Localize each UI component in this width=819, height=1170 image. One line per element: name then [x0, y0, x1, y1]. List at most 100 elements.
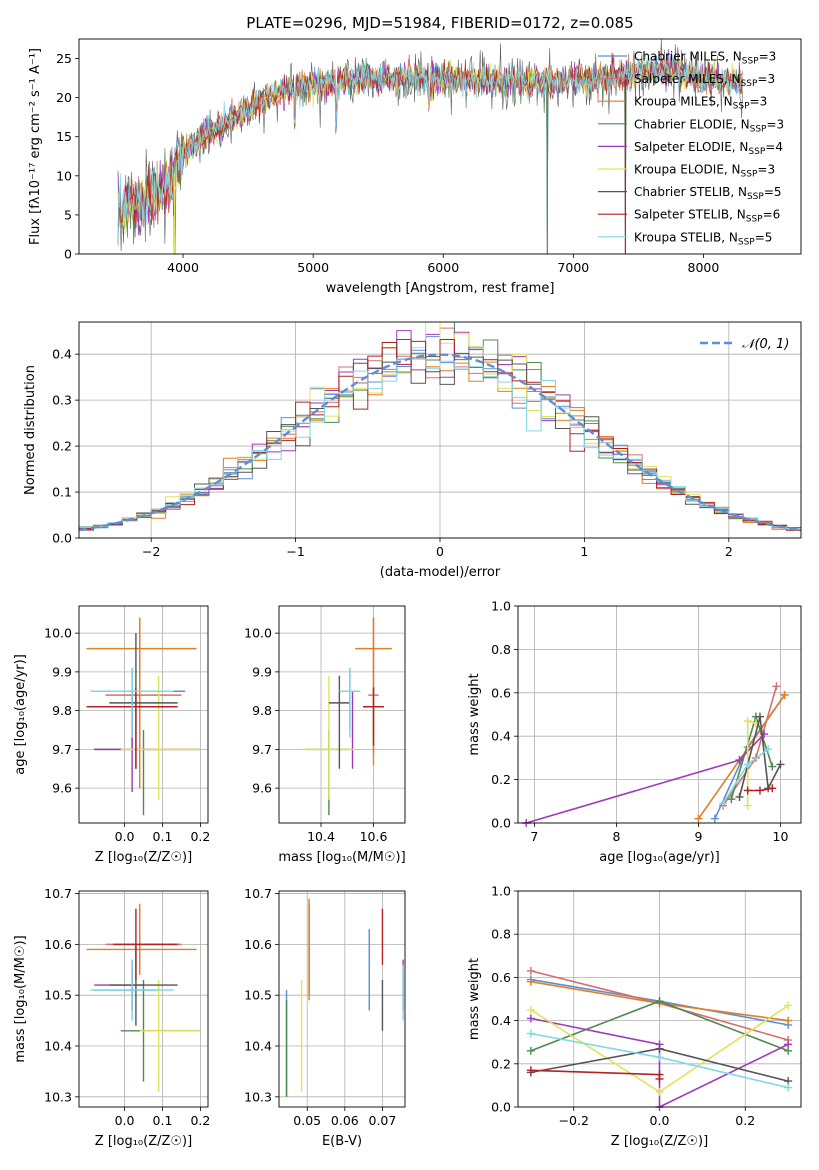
weight-marker — [655, 1087, 664, 1096]
y-tick-label: 0.2 — [491, 772, 511, 787]
legend-label: Chabrier STELIB, NSSP=5 — [634, 185, 782, 202]
weight-marker — [655, 1044, 664, 1053]
y-tick-label: 15 — [56, 129, 72, 144]
plot-frame — [78, 890, 209, 1108]
plot-frame — [278, 890, 406, 1108]
x-axis-label: Z [log₁₀(Z/Z☉)] — [95, 850, 192, 865]
mass-weight-vs-age-chart: 7 8 9 10 0.0 0.2 0.4 0.6 0.8 1.0 age [log₁₀(age/yr… — [467, 599, 802, 865]
x-axis-label: wavelength [Angstrom, rest frame] — [326, 281, 555, 296]
x-tick-label: 0.06 — [331, 1113, 359, 1128]
weight-series-4 — [525, 733, 765, 824]
weight-marker — [764, 745, 773, 754]
y-tick-label: 0.0 — [491, 1100, 511, 1115]
y-tick-label: 1.0 — [491, 884, 511, 899]
figure-title: PLATE=0296, MJD=51984, FIBERID=0172, z=0… — [246, 14, 633, 32]
weight-marker — [735, 792, 744, 801]
y-axis-label: age [log₁₀(age/yr)] — [13, 654, 28, 775]
plot-frame — [78, 321, 802, 539]
weight-marker — [743, 801, 752, 810]
x-tick-label: 6000 — [427, 260, 459, 275]
y-tick-label: 0.4 — [52, 347, 72, 362]
weight-marker — [727, 795, 736, 804]
weight-marker — [526, 1029, 535, 1038]
y-tick-label: 10.3 — [244, 1089, 272, 1104]
plot-frame — [78, 605, 209, 824]
legend-label: Salpeter MILES, NSSP=3 — [634, 72, 775, 89]
x-tick-label: 0 — [436, 544, 444, 559]
spectrum-legend: Chabrier MILES, NSSP=3 Salpeter MILES, NS… — [598, 50, 784, 247]
x-tick-label: 9 — [694, 829, 702, 844]
age-vs-metallicity-chart: 0.0 0.1 0.2 9.6 9.7 9.8 9.9 10.0 Z [log₁₀(Z/Z☉)]… — [13, 605, 210, 865]
mass-vs-extinction-chart: 0.05 0.06 0.07 10.3 10.4 10.5 10.6 10.7 E(B-V) — [244, 886, 406, 1149]
spectrum-lines — [117, 39, 743, 254]
plot-frame — [517, 605, 802, 824]
x-tick-label: 0.07 — [369, 1113, 397, 1128]
y-tick-label: 1.0 — [491, 599, 511, 614]
y-tick-label: 10.6 — [44, 937, 72, 952]
y-tick-label: 9.8 — [252, 703, 272, 718]
weight-marker — [776, 760, 785, 769]
plot-frame — [78, 38, 802, 255]
weight-marker — [655, 997, 664, 1006]
x-axis-label: age [log₁₀(age/yr)] — [599, 850, 720, 865]
y-tick-label: 0.8 — [491, 642, 511, 657]
legend-label: 𝒩(0, 1) — [742, 337, 789, 352]
weight-series-3 — [730, 714, 774, 800]
x-tick-label: −1 — [286, 544, 304, 559]
y-tick-label: 9.7 — [52, 742, 72, 757]
y-tick-label: 0.0 — [52, 531, 72, 546]
y-tick-label: 9.6 — [252, 781, 272, 796]
y-tick-label: 0.0 — [491, 816, 511, 831]
y-tick-label: 5 — [64, 207, 72, 222]
weight-marker — [710, 814, 719, 823]
weight-series-7 — [530, 1069, 661, 1079]
histogram-steps — [79, 322, 801, 533]
legend-label: Chabrier ELODIE, NSSP=3 — [634, 117, 784, 134]
y-tick-label: 10.0 — [244, 626, 272, 641]
y-tick-label: 0.8 — [491, 927, 511, 942]
x-tick-label: 10.6 — [360, 829, 388, 844]
y-axis-label: mass [log₁₀(M/M☉)] — [13, 935, 28, 1062]
x-axis-label: (data-model)/error — [380, 565, 501, 580]
weight-lines — [526, 966, 793, 1111]
x-tick-label: 1 — [580, 544, 588, 559]
y-axis-label: Flux [fλ10⁻¹⁷ erg cm⁻² s⁻¹ A⁻¹] — [28, 48, 43, 245]
y-tick-label: 10.7 — [44, 886, 72, 901]
x-tick-label: 7000 — [557, 260, 589, 275]
x-tick-label: 0.2 — [190, 829, 210, 844]
y-tick-label: 10.7 — [244, 886, 272, 901]
y-tick-label: 10.5 — [244, 988, 272, 1003]
x-tick-label: 2 — [725, 544, 733, 559]
weight-marker — [768, 784, 777, 793]
x-tick-label: 7 — [530, 829, 538, 844]
legend-label: Kroupa ELODIE, NSSP=3 — [634, 163, 775, 180]
weight-marker — [526, 977, 535, 986]
y-tick-label: 0.6 — [491, 970, 511, 985]
y-tick-label: 10 — [56, 168, 72, 183]
weight-marker — [526, 1066, 535, 1075]
y-tick-label: 10.0 — [44, 626, 72, 641]
x-tick-label: 4000 — [167, 260, 199, 275]
y-tick-label: 20 — [56, 90, 72, 105]
y-tick-label: 9.9 — [52, 664, 72, 679]
x-axis-label: Z [log₁₀(Z/Z☉)] — [611, 1134, 708, 1149]
y-tick-label: 0.2 — [52, 439, 72, 454]
weight-marker — [526, 1005, 535, 1014]
y-axis-label: Normed distribution — [23, 365, 38, 495]
y-axis-label: mass weight — [467, 673, 482, 755]
spectrum-chart: 4000 5000 6000 7000 8000 0 5 10 15 20 25 wavelength… — [28, 38, 802, 296]
x-tick-label: 0.2 — [190, 1113, 210, 1128]
legend-label: Chabrier MILES, NSSP=3 — [634, 50, 776, 67]
y-tick-label: 10.3 — [44, 1089, 72, 1104]
y-tick-label: 10.4 — [244, 1039, 272, 1054]
y-tick-label: 0 — [64, 247, 72, 262]
x-tick-label: −0.2 — [559, 1113, 589, 1128]
x-tick-label: 0.0 — [115, 1113, 135, 1128]
y-tick-label: 9.7 — [252, 742, 272, 757]
weight-marker — [526, 966, 535, 975]
y-tick-label: 0.3 — [52, 393, 72, 408]
y-tick-label: 0.6 — [491, 685, 511, 700]
weight-marker — [743, 760, 752, 769]
weight-marker — [526, 1046, 535, 1055]
x-tick-label: 10 — [773, 829, 789, 844]
